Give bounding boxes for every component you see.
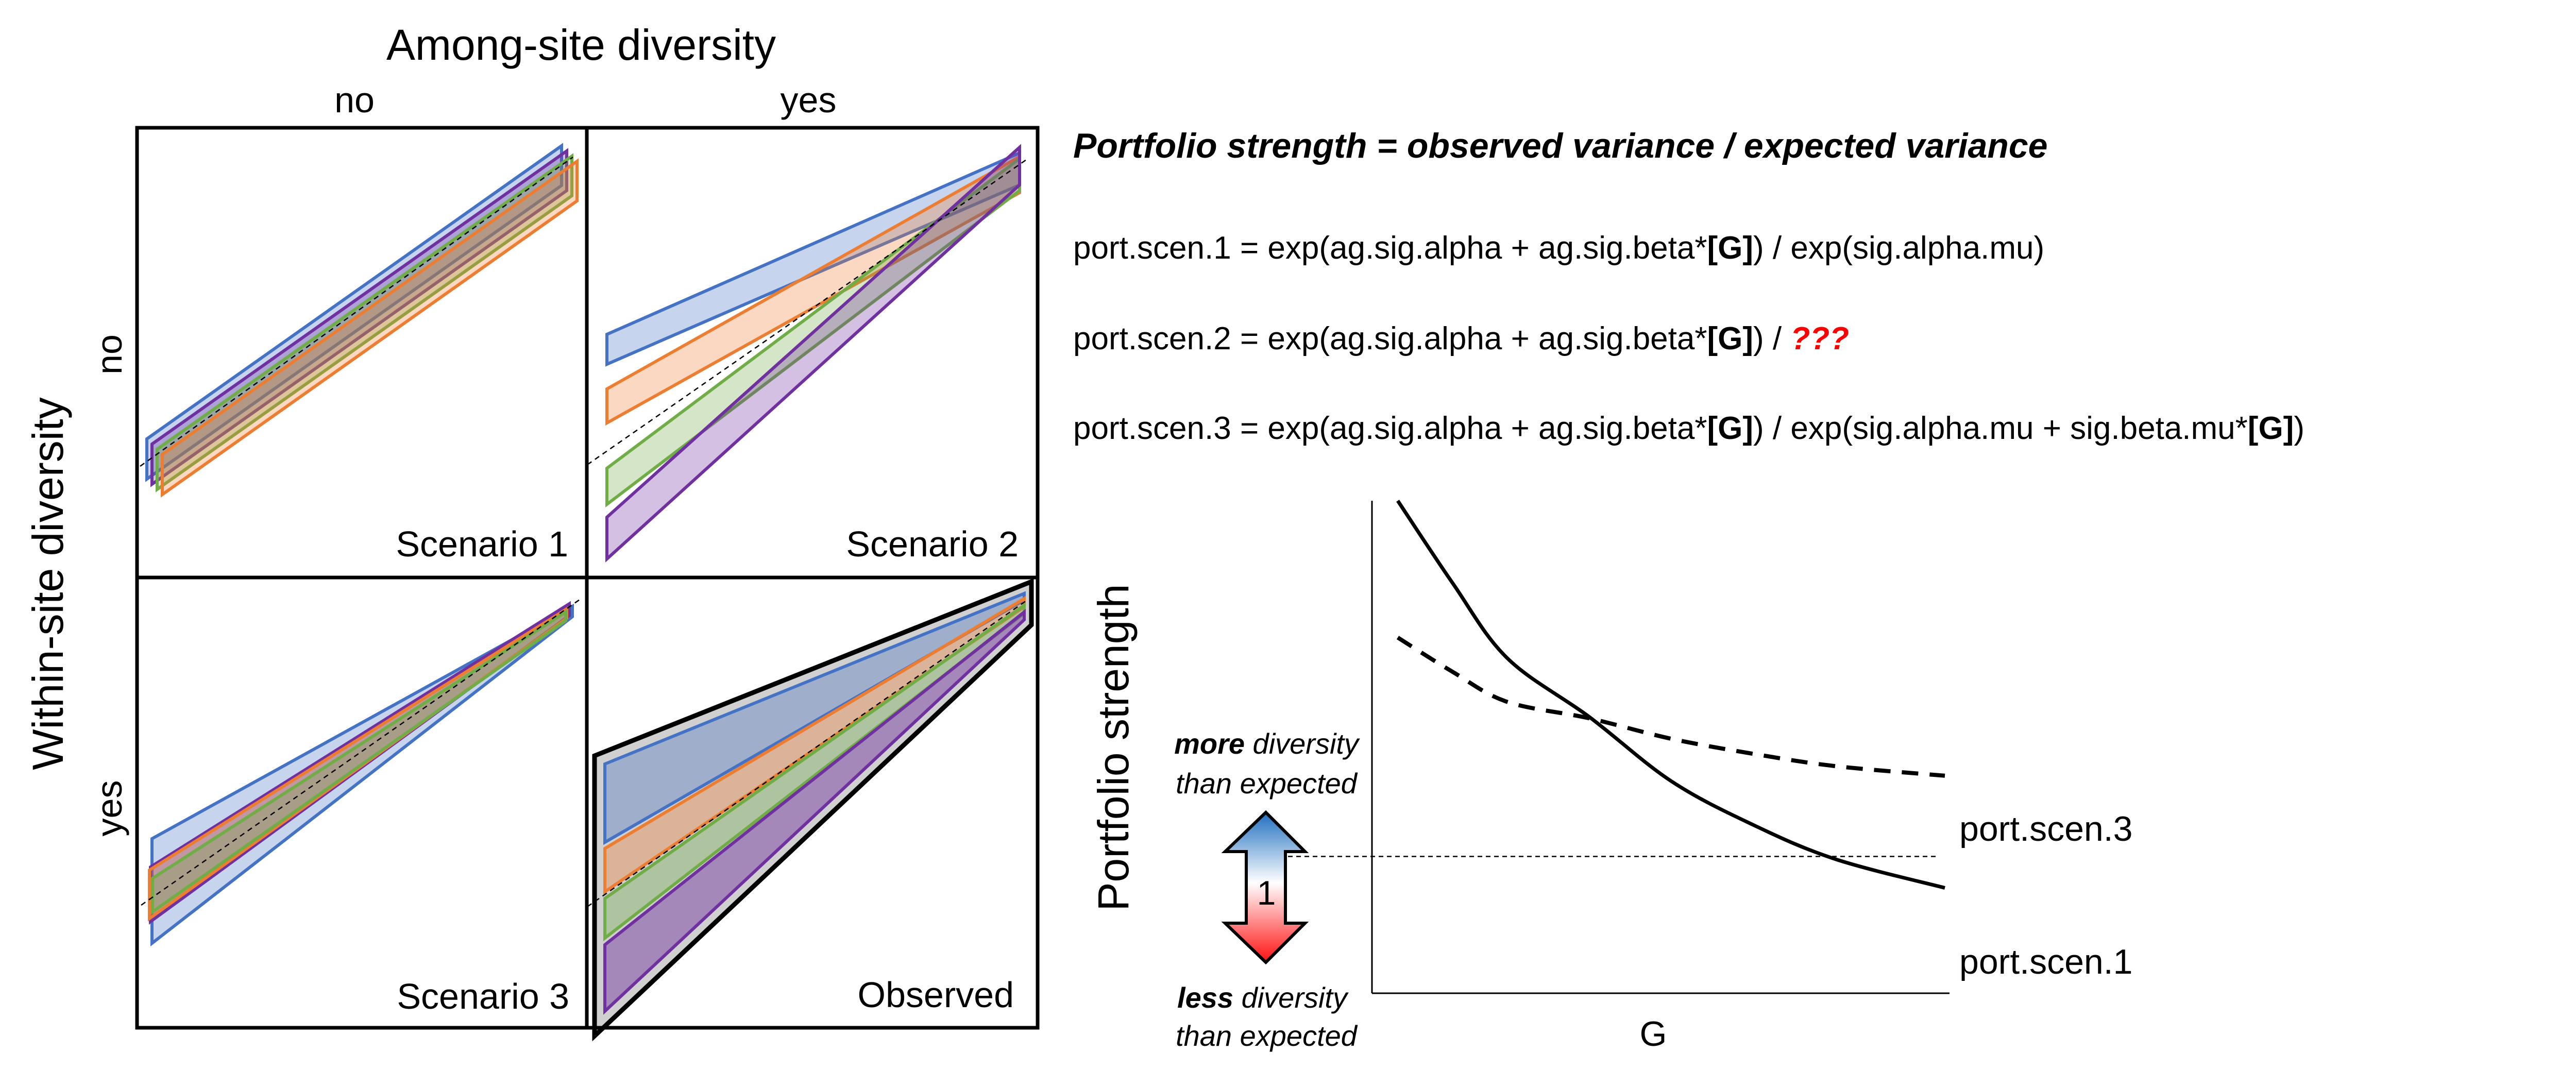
column-label-no: no [334, 80, 375, 120]
annotation-less-bold: less [1177, 981, 1233, 1014]
annotation-more-rest: diversity [1245, 727, 1360, 760]
scenario-2-mean-line [587, 158, 1028, 466]
annotation-less-diversity: less diversity [1177, 981, 1349, 1014]
portfolio-strength-chart: port.scen.3 port.scen.1 G Portfolio stre… [1089, 500, 2132, 1054]
row-label-yes: yes [89, 780, 129, 837]
formula-part-mid: ) / exp(sig.alpha.mu) [1753, 230, 2044, 266]
formula-part-red: ??? [1790, 321, 1849, 356]
formula-line-1: port.scen.1 = exp(ag.sig.alpha + ag.sig.… [1073, 230, 2044, 266]
series-line-port-scen-1 [1396, 500, 1945, 890]
panel-label-observed: Observed [858, 975, 1014, 1015]
scenario-2-band-orange [605, 154, 1021, 426]
formula-part-lhs: port.scen.2 = exp(ag.sig.alpha + ag.sig.… [1073, 321, 1707, 356]
panel-label-scenario-1: Scenario 1 [396, 524, 568, 564]
formula-title: Portfolio strength = observed variance /… [1073, 126, 2047, 165]
series-line-port-scen-3 [1396, 636, 1945, 778]
reference-value-label: 1 [1257, 874, 1276, 912]
formula-part-bold2: [G] [2248, 411, 2294, 446]
panel-label-scenario-2: Scenario 2 [846, 524, 1019, 564]
formula-part-mid: ) / exp(sig.alpha.mu + sig.beta.mu* [1753, 411, 2248, 446]
annotation-less-rest: diversity [1233, 981, 1349, 1014]
formula-line-2: port.scen.2 = exp(ag.sig.alpha + ag.sig.… [1073, 321, 1849, 356]
formula-part-bold1: [G] [1707, 230, 1754, 266]
column-label-yes: yes [781, 80, 837, 120]
observed-mean-line [587, 599, 1028, 908]
formula-part-lhs: port.scen.1 = exp(ag.sig.alpha + ag.sig.… [1073, 230, 1707, 266]
formula-part-mid: ) / [1753, 321, 1790, 356]
formula-lines: port.scen.1 = exp(ag.sig.alpha + ag.sig.… [1073, 230, 2304, 446]
annotation-more-bold: more [1174, 727, 1245, 760]
annotation-more-line2: than expected [1176, 767, 1358, 800]
formula-part-lhs: port.scen.3 = exp(ag.sig.alpha + ag.sig.… [1073, 411, 1707, 446]
formula-part-bold1: [G] [1707, 321, 1754, 356]
double-arrow-icon [1221, 810, 1309, 965]
x-axis-label: G [1640, 1014, 1667, 1054]
observed-band-purple [603, 608, 1026, 1015]
annotation-less-line2: than expected [1176, 1020, 1358, 1052]
scenario-1-band-orange [161, 158, 579, 498]
scenario-3-band-green [151, 609, 567, 915]
scenario-3-mean-line [141, 599, 580, 906]
series-label-port-scen-3: port.scen.3 [1959, 809, 2132, 848]
formula-part-bold1: [G] [1707, 411, 1754, 446]
column-title: Among-site diversity [386, 21, 776, 69]
series-label-port-scen-1: port.scen.1 [1959, 942, 2132, 981]
formula-line-3: port.scen.3 = exp(ag.sig.alpha + ag.sig.… [1073, 411, 2304, 446]
row-label-no: no [89, 334, 129, 375]
observed-envelope [592, 578, 1034, 1042]
scenario-2-band-purple [605, 144, 1021, 563]
annotation-more-diversity: more diversity [1174, 727, 1360, 760]
panel-label-scenario-3: Scenario 3 [397, 976, 569, 1016]
y-axis-label: Portfolio strength [1089, 584, 1138, 911]
formula-part-tail: ) [2294, 411, 2304, 446]
scenario-panels [140, 143, 1034, 1042]
row-title: Within-site diversity [24, 397, 72, 770]
